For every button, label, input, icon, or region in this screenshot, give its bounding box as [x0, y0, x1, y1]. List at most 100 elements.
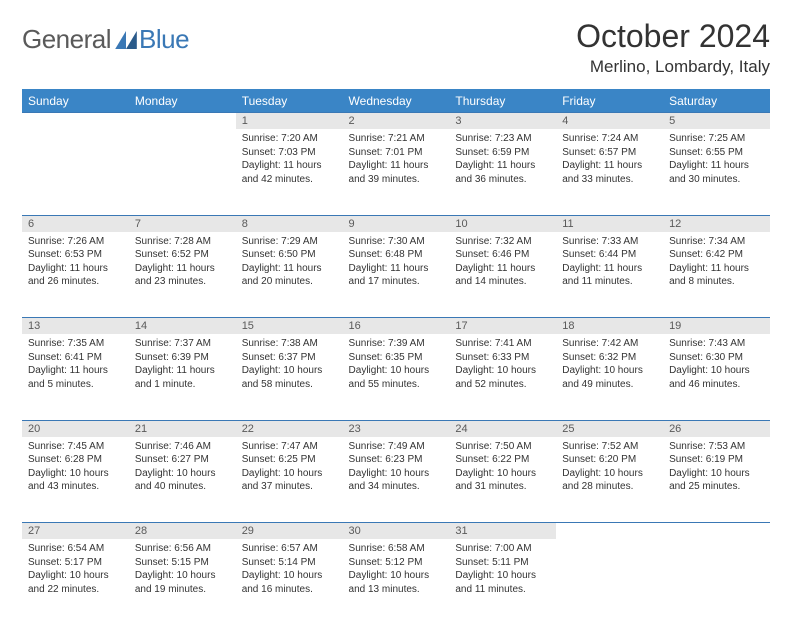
day-cell-number: 1: [236, 113, 343, 130]
day-cell-number: 10: [449, 215, 556, 232]
day-number: 11: [556, 216, 663, 232]
day-details: Sunrise: 7:42 AMSunset: 6:32 PMDaylight:…: [556, 334, 663, 397]
day-cell-number: 17: [449, 318, 556, 335]
day-cell-body: Sunrise: 7:46 AMSunset: 6:27 PMDaylight:…: [129, 437, 236, 523]
day-cell-number: 15: [236, 318, 343, 335]
day-detail-line: and 55 minutes.: [349, 378, 444, 392]
day-cell-number: 2: [343, 113, 450, 130]
day-number: 8: [236, 216, 343, 232]
day-number: 4: [556, 113, 663, 129]
day-number: 28: [129, 523, 236, 539]
day-detail-line: Daylight: 10 hours: [349, 364, 444, 378]
day-number: [556, 523, 663, 527]
weekday-header: Saturday: [663, 90, 770, 113]
day-detail-line: Daylight: 10 hours: [349, 569, 444, 583]
day-detail-line: and 34 minutes.: [349, 480, 444, 494]
day-detail-line: Sunrise: 7:38 AM: [242, 337, 337, 351]
day-detail-line: and 40 minutes.: [135, 480, 230, 494]
day-cell-number: 13: [22, 318, 129, 335]
day-detail-line: Daylight: 11 hours: [562, 159, 657, 173]
day-number: [22, 113, 129, 117]
day-detail-line: Sunrise: 7:30 AM: [349, 235, 444, 249]
day-number: 19: [663, 318, 770, 334]
week-body-row: Sunrise: 7:45 AMSunset: 6:28 PMDaylight:…: [22, 437, 770, 523]
day-number: 14: [129, 318, 236, 334]
day-detail-line: Daylight: 11 hours: [135, 262, 230, 276]
day-detail-line: Sunrise: 7:46 AM: [135, 440, 230, 454]
day-cell-body: Sunrise: 7:33 AMSunset: 6:44 PMDaylight:…: [556, 232, 663, 318]
day-detail-line: and 5 minutes.: [28, 378, 123, 392]
day-detail-line: and 1 minute.: [135, 378, 230, 392]
day-detail-line: Sunset: 6:46 PM: [455, 248, 550, 262]
day-cell-body: [663, 539, 770, 625]
day-cell-body: [556, 539, 663, 625]
day-number: 1: [236, 113, 343, 129]
day-detail-line: and 11 minutes.: [562, 275, 657, 289]
day-details: Sunrise: 7:53 AMSunset: 6:19 PMDaylight:…: [663, 437, 770, 500]
day-cell-number: 22: [236, 420, 343, 437]
day-detail-line: Sunrise: 7:43 AM: [669, 337, 764, 351]
day-detail-line: and 28 minutes.: [562, 480, 657, 494]
day-detail-line: and 8 minutes.: [669, 275, 764, 289]
day-cell-number: 31: [449, 523, 556, 540]
day-number: [129, 113, 236, 117]
day-detail-line: Sunrise: 7:35 AM: [28, 337, 123, 351]
day-cell-number: 26: [663, 420, 770, 437]
day-detail-line: Sunset: 5:15 PM: [135, 556, 230, 570]
day-detail-line: Sunrise: 7:53 AM: [669, 440, 764, 454]
day-cell-body: Sunrise: 7:45 AMSunset: 6:28 PMDaylight:…: [22, 437, 129, 523]
day-number: 16: [343, 318, 450, 334]
day-detail-line: Sunset: 6:48 PM: [349, 248, 444, 262]
day-number: 23: [343, 421, 450, 437]
day-details: [556, 539, 663, 548]
day-cell-body: Sunrise: 6:54 AMSunset: 5:17 PMDaylight:…: [22, 539, 129, 625]
day-detail-line: Daylight: 10 hours: [242, 569, 337, 583]
day-number: 21: [129, 421, 236, 437]
day-details: Sunrise: 7:47 AMSunset: 6:25 PMDaylight:…: [236, 437, 343, 500]
day-cell-number: [663, 523, 770, 540]
day-cell-number: 6: [22, 215, 129, 232]
day-cell-body: Sunrise: 7:23 AMSunset: 6:59 PMDaylight:…: [449, 129, 556, 215]
day-detail-line: Daylight: 10 hours: [349, 467, 444, 481]
day-detail-line: and 31 minutes.: [455, 480, 550, 494]
day-number: 24: [449, 421, 556, 437]
day-detail-line: Daylight: 10 hours: [669, 364, 764, 378]
day-number: 25: [556, 421, 663, 437]
page-title: October 2024: [576, 18, 770, 55]
day-detail-line: Sunrise: 7:41 AM: [455, 337, 550, 351]
day-detail-line: Sunset: 6:20 PM: [562, 453, 657, 467]
day-cell-body: Sunrise: 7:49 AMSunset: 6:23 PMDaylight:…: [343, 437, 450, 523]
day-cell-body: Sunrise: 7:42 AMSunset: 6:32 PMDaylight:…: [556, 334, 663, 420]
week-daynum-row: 2728293031: [22, 523, 770, 540]
day-details: Sunrise: 7:38 AMSunset: 6:37 PMDaylight:…: [236, 334, 343, 397]
day-detail-line: Sunset: 6:28 PM: [28, 453, 123, 467]
day-details: Sunrise: 7:37 AMSunset: 6:39 PMDaylight:…: [129, 334, 236, 397]
day-cell-body: Sunrise: 7:38 AMSunset: 6:37 PMDaylight:…: [236, 334, 343, 420]
day-detail-line: Sunset: 6:53 PM: [28, 248, 123, 262]
weekday-header: Tuesday: [236, 90, 343, 113]
weekday-header: Monday: [129, 90, 236, 113]
day-details: Sunrise: 7:25 AMSunset: 6:55 PMDaylight:…: [663, 129, 770, 192]
day-cell-number: 23: [343, 420, 450, 437]
day-detail-line: and 42 minutes.: [242, 173, 337, 187]
day-detail-line: and 39 minutes.: [349, 173, 444, 187]
day-cell-body: Sunrise: 7:47 AMSunset: 6:25 PMDaylight:…: [236, 437, 343, 523]
day-details: Sunrise: 7:26 AMSunset: 6:53 PMDaylight:…: [22, 232, 129, 295]
day-details: Sunrise: 7:33 AMSunset: 6:44 PMDaylight:…: [556, 232, 663, 295]
week-body-row: Sunrise: 7:26 AMSunset: 6:53 PMDaylight:…: [22, 232, 770, 318]
day-details: Sunrise: 7:45 AMSunset: 6:28 PMDaylight:…: [22, 437, 129, 500]
day-number: 9: [343, 216, 450, 232]
day-detail-line: Sunset: 7:03 PM: [242, 146, 337, 160]
location-subtitle: Merlino, Lombardy, Italy: [576, 57, 770, 77]
day-detail-line: Sunset: 6:42 PM: [669, 248, 764, 262]
day-number: 15: [236, 318, 343, 334]
week-daynum-row: 13141516171819: [22, 318, 770, 335]
day-number: 26: [663, 421, 770, 437]
day-detail-line: Sunset: 6:22 PM: [455, 453, 550, 467]
day-details: Sunrise: 7:34 AMSunset: 6:42 PMDaylight:…: [663, 232, 770, 295]
day-details: Sunrise: 6:56 AMSunset: 5:15 PMDaylight:…: [129, 539, 236, 602]
weekday-header: Thursday: [449, 90, 556, 113]
day-cell-body: Sunrise: 7:25 AMSunset: 6:55 PMDaylight:…: [663, 129, 770, 215]
day-cell-body: Sunrise: 7:24 AMSunset: 6:57 PMDaylight:…: [556, 129, 663, 215]
day-details: Sunrise: 7:21 AMSunset: 7:01 PMDaylight:…: [343, 129, 450, 192]
